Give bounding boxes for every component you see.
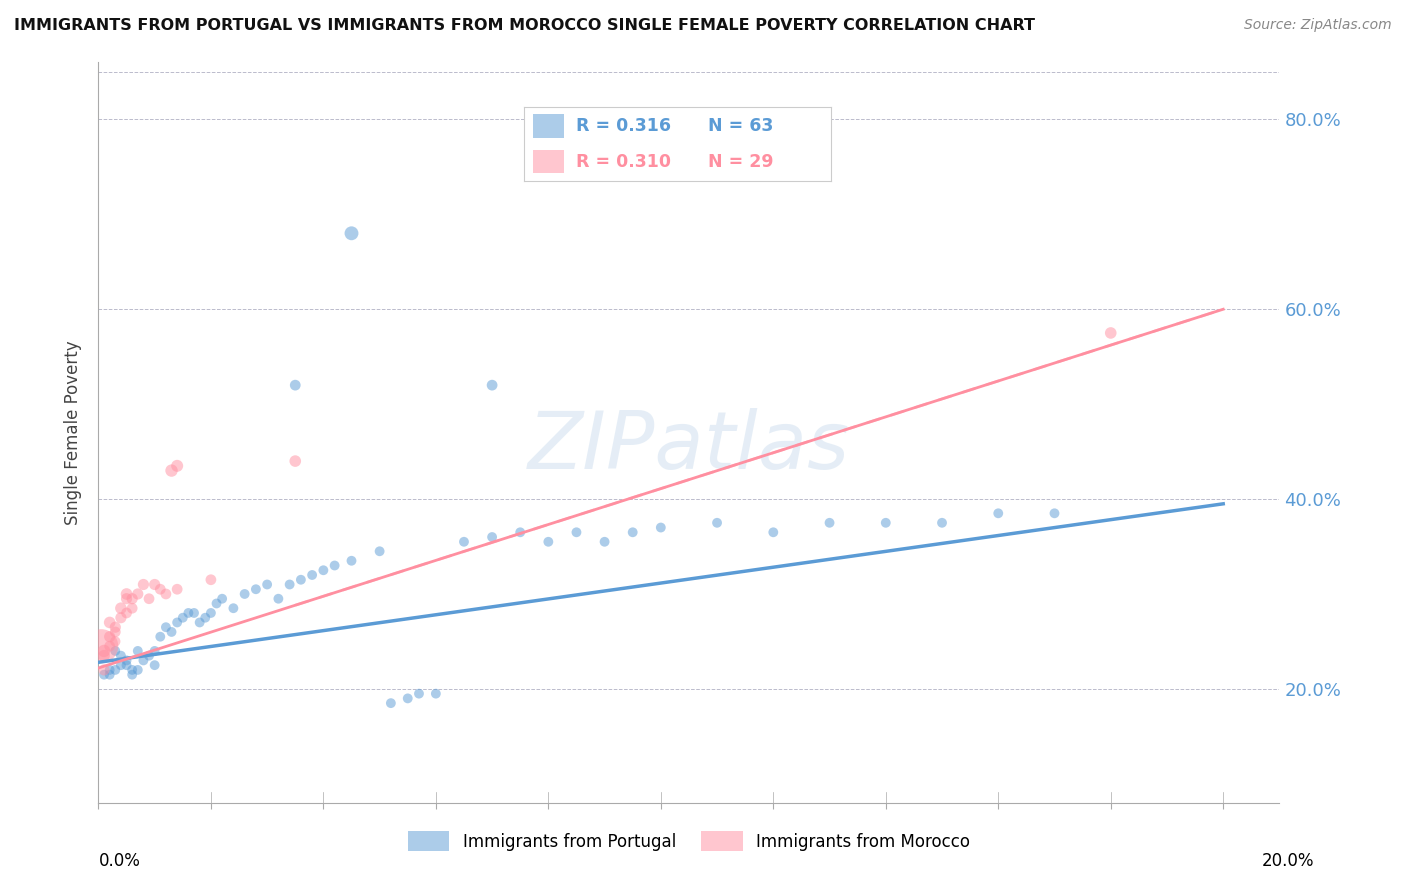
Point bbox=[155, 587, 177, 601]
Point bbox=[121, 591, 143, 606]
Point bbox=[93, 663, 115, 677]
Point bbox=[481, 530, 503, 544]
Point bbox=[312, 563, 335, 577]
Point bbox=[127, 644, 149, 658]
Point bbox=[284, 378, 307, 392]
Point bbox=[256, 577, 278, 591]
Point bbox=[245, 582, 267, 597]
Point bbox=[621, 525, 644, 540]
Point bbox=[138, 648, 160, 663]
Point bbox=[565, 525, 588, 540]
Point bbox=[650, 520, 672, 534]
Point bbox=[115, 591, 138, 606]
Point bbox=[166, 582, 188, 597]
Point bbox=[98, 663, 121, 677]
Point bbox=[284, 454, 307, 468]
Point bbox=[93, 644, 115, 658]
Point bbox=[115, 658, 138, 673]
Point bbox=[183, 606, 205, 620]
Point bbox=[233, 587, 256, 601]
Point bbox=[267, 591, 290, 606]
Point bbox=[453, 534, 475, 549]
Point bbox=[115, 606, 138, 620]
Point bbox=[301, 568, 323, 582]
Point bbox=[408, 687, 430, 701]
Point bbox=[143, 644, 166, 658]
Point bbox=[537, 534, 560, 549]
Point bbox=[143, 658, 166, 673]
Point bbox=[127, 663, 149, 677]
Point bbox=[132, 653, 155, 667]
Point bbox=[200, 573, 222, 587]
Point bbox=[509, 525, 531, 540]
Point bbox=[110, 658, 132, 673]
Point bbox=[121, 601, 143, 615]
Text: Source: ZipAtlas.com: Source: ZipAtlas.com bbox=[1244, 18, 1392, 32]
Point bbox=[166, 615, 188, 630]
Point bbox=[1043, 506, 1066, 520]
Point bbox=[115, 587, 138, 601]
Point bbox=[104, 663, 127, 677]
Text: IMMIGRANTS FROM PORTUGAL VS IMMIGRANTS FROM MOROCCO SINGLE FEMALE POVERTY CORREL: IMMIGRANTS FROM PORTUGAL VS IMMIGRANTS F… bbox=[14, 18, 1035, 33]
Point bbox=[160, 624, 183, 639]
Point bbox=[149, 582, 172, 597]
Point bbox=[340, 554, 363, 568]
Point bbox=[188, 615, 211, 630]
Legend: Immigrants from Portugal, Immigrants from Morocco: Immigrants from Portugal, Immigrants fro… bbox=[401, 825, 977, 857]
Point bbox=[340, 227, 363, 241]
Point bbox=[222, 601, 245, 615]
Point bbox=[104, 634, 127, 648]
Point bbox=[110, 601, 132, 615]
Point bbox=[380, 696, 402, 710]
Point bbox=[98, 639, 121, 653]
Point bbox=[110, 610, 132, 624]
Point bbox=[166, 458, 188, 473]
Point bbox=[143, 577, 166, 591]
Point bbox=[115, 653, 138, 667]
Point bbox=[987, 506, 1010, 520]
Point bbox=[396, 691, 419, 706]
Point bbox=[875, 516, 897, 530]
Point bbox=[93, 667, 115, 681]
Point bbox=[818, 516, 841, 530]
Point bbox=[155, 620, 177, 634]
Text: 20.0%: 20.0% bbox=[1263, 852, 1315, 870]
Point bbox=[278, 577, 301, 591]
Point bbox=[290, 573, 312, 587]
Point bbox=[110, 648, 132, 663]
Point bbox=[706, 516, 728, 530]
Point bbox=[98, 615, 121, 630]
Point bbox=[93, 648, 115, 663]
Point bbox=[98, 630, 121, 644]
Point bbox=[368, 544, 391, 558]
Point bbox=[172, 610, 194, 624]
Point bbox=[138, 591, 160, 606]
Point bbox=[149, 630, 172, 644]
Point bbox=[194, 610, 217, 624]
Point bbox=[211, 591, 233, 606]
Point bbox=[104, 644, 127, 658]
Point bbox=[98, 667, 121, 681]
Point bbox=[593, 534, 616, 549]
Point bbox=[425, 687, 447, 701]
Point bbox=[177, 606, 200, 620]
Text: 0.0%: 0.0% bbox=[98, 852, 141, 870]
Point bbox=[132, 577, 155, 591]
Point bbox=[481, 378, 503, 392]
Y-axis label: Single Female Poverty: Single Female Poverty bbox=[65, 341, 83, 524]
Point bbox=[121, 667, 143, 681]
Point bbox=[200, 606, 222, 620]
Point bbox=[127, 587, 149, 601]
Point bbox=[205, 597, 228, 611]
Text: ZIPatlas: ZIPatlas bbox=[527, 409, 851, 486]
Point bbox=[90, 639, 112, 653]
Point bbox=[323, 558, 346, 573]
Point bbox=[1099, 326, 1122, 340]
Point bbox=[762, 525, 785, 540]
Point bbox=[104, 620, 127, 634]
Point bbox=[160, 464, 183, 478]
Point bbox=[104, 624, 127, 639]
Point bbox=[121, 663, 143, 677]
Point bbox=[931, 516, 953, 530]
